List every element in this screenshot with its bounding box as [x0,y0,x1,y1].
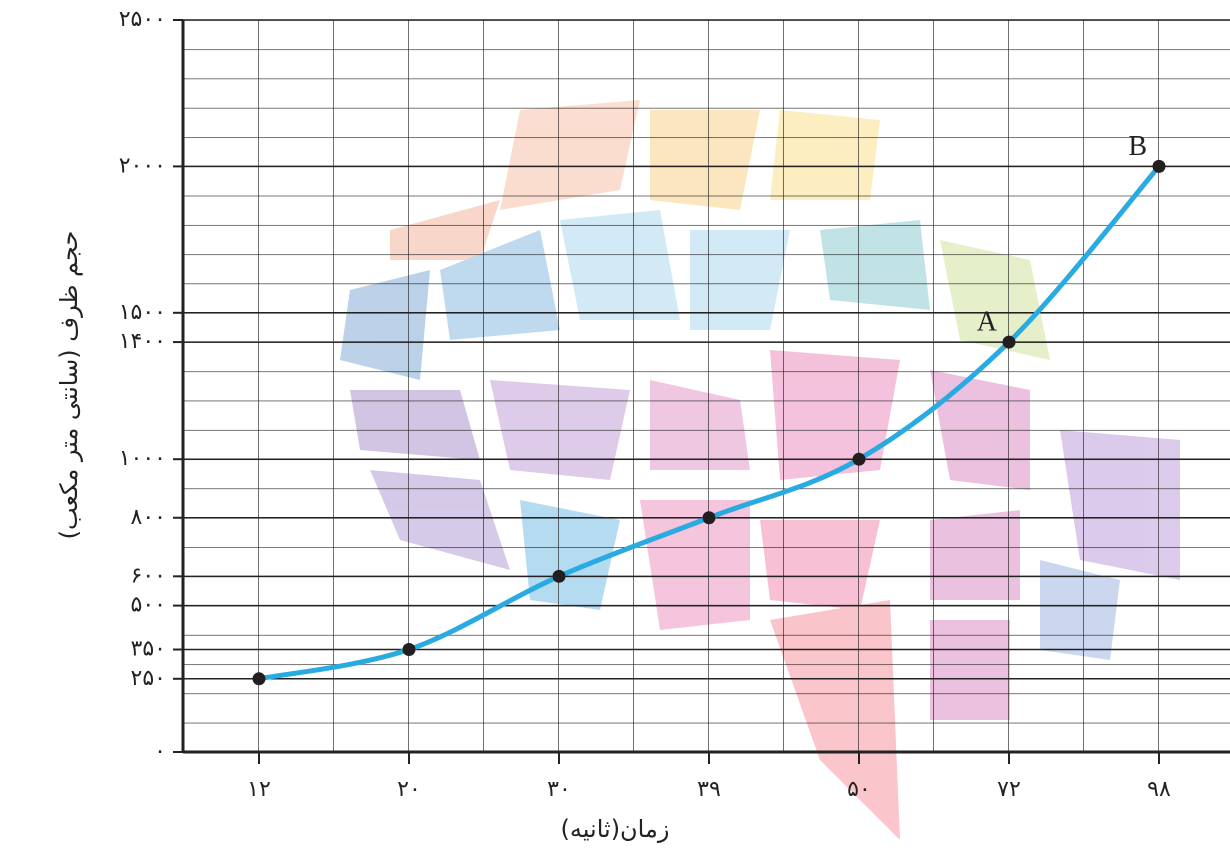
y-tick-label: ۸۰۰ [131,505,166,530]
y-axis-label: حجم ظرف (سانتی متر مکعب) [55,231,83,540]
minor-grid [183,20,1230,752]
y-tick-label: ۰ [154,739,166,764]
point [1003,336,1016,349]
x-tick-label: ۷۲ [997,777,1021,802]
annotation: B [1128,131,1147,162]
y-tick-label: ۲۵۰۰ [119,7,166,32]
x-tick-label: ۹۸ [1147,777,1171,802]
chart: حجم ظرف (سانتی متر مکعب) زمان(ثانیه) ۰ ۲۵… [0,0,1230,859]
y-tick-label: ۱۴۰۰ [119,329,166,354]
point [253,672,266,685]
x-tick-label: ۳۹ [697,777,721,802]
x-tick-label: ۳۰ [547,777,571,802]
y-tick-label: ۱۰۰۰ [119,446,166,471]
y-tick-label: ۲۰۰۰ [119,153,166,178]
x-tick-label: ۲۰ [397,777,421,802]
y-tick-label: ۱۵۰۰ [119,300,166,325]
point [403,643,416,656]
point [1153,160,1166,173]
y-tick-label: ۲۵۰ [131,666,166,691]
x-tick-label: ۱۲ [247,777,271,802]
x-axis-label: زمان(ثانیه) [561,815,670,843]
point [703,511,716,524]
y-tick-label: ۵۰۰ [131,593,166,618]
point [853,453,866,466]
y-tick-label: ۶۰۰ [131,563,166,588]
y-tick-label: ۳۵۰ [131,637,166,662]
point [553,570,566,583]
x-tick-label: ۵۰ [847,777,871,802]
annotation: A [977,307,998,338]
